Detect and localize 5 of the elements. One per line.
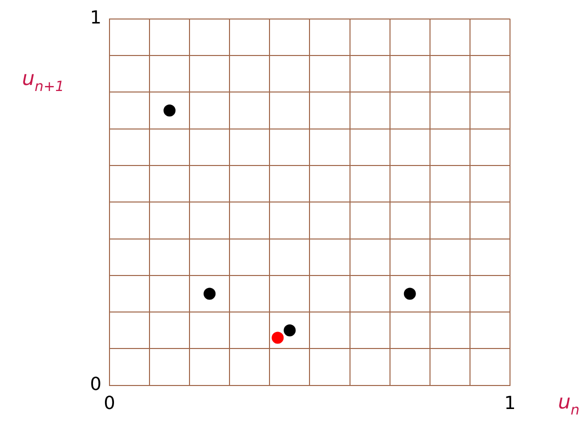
point [284, 324, 296, 336]
point [272, 332, 284, 344]
point [204, 288, 216, 300]
point [164, 104, 176, 116]
point [404, 288, 416, 300]
